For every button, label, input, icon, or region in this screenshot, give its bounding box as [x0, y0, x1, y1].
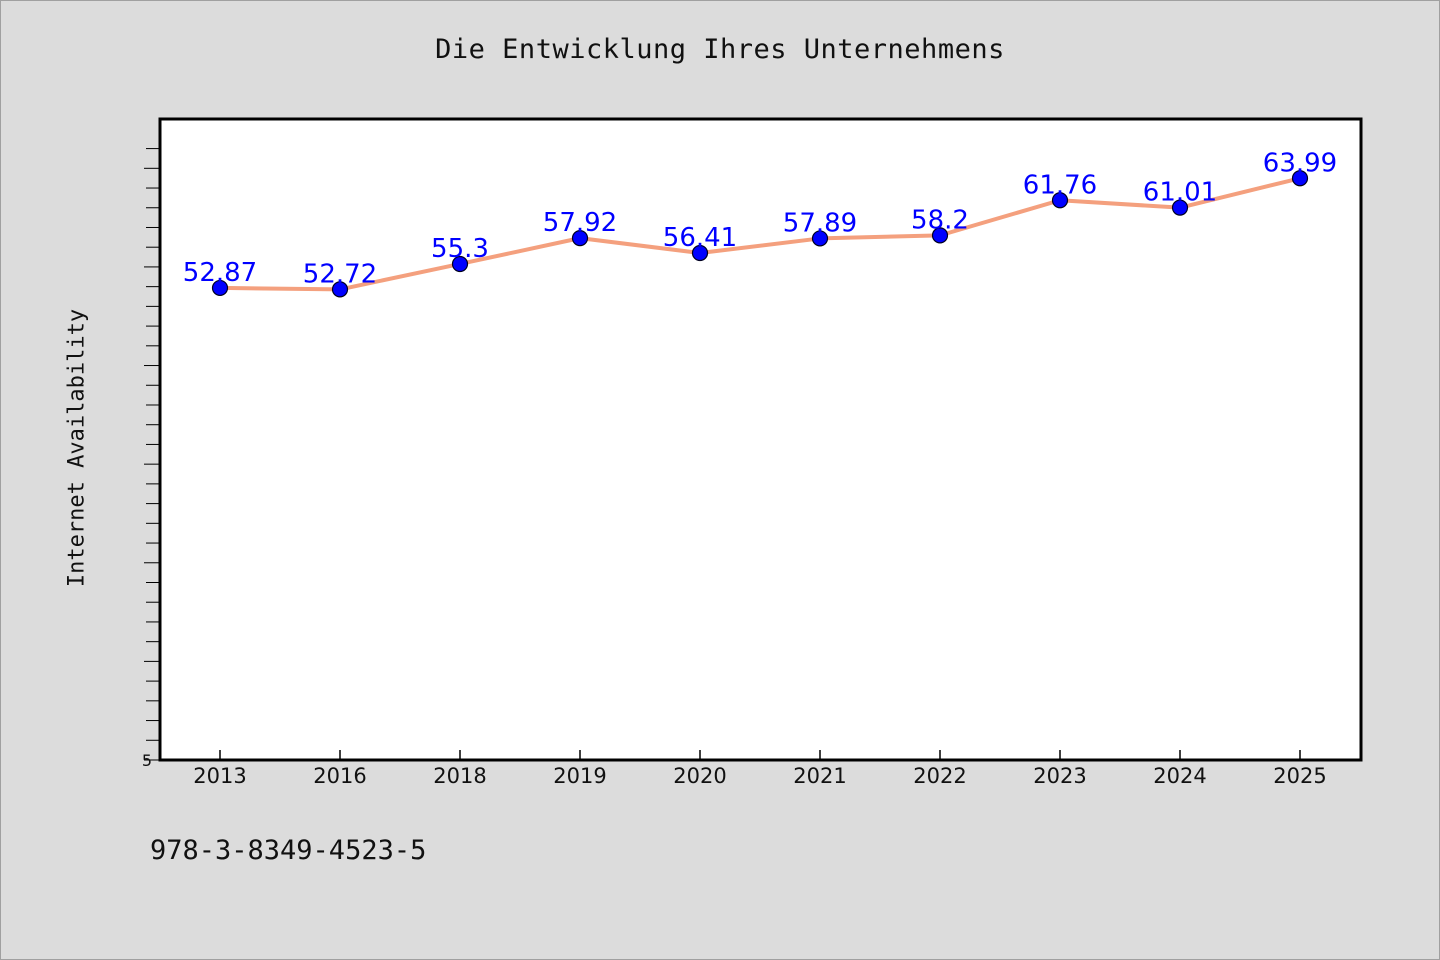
data-point — [211, 279, 229, 297]
data-labels: 52.87 52.72 55.3 57.92 56.41 57.89 58.2 61.76 61… — [183, 148, 1337, 289]
data-markers — [211, 170, 1309, 298]
x-tick-label: 2025 — [1273, 764, 1326, 788]
x-tick-label: 2021 — [793, 764, 846, 788]
footer-text: 978-3-8349-4523-5 — [150, 835, 427, 866]
data-point — [1051, 192, 1069, 209]
x-tick-label: 2013 — [193, 764, 246, 788]
data-label: 61.76 — [1023, 170, 1097, 200]
x-tick-label: 2020 — [673, 764, 726, 788]
data-label: 58.2 — [911, 205, 969, 235]
plot-area — [158, 117, 1363, 762]
data-point — [811, 230, 829, 247]
series-line — [218, 176, 1302, 292]
data-label: 61.01 — [1143, 178, 1217, 208]
data-point — [1291, 170, 1309, 187]
data-label: 55.3 — [431, 234, 489, 264]
x-tick-label: 2023 — [1033, 764, 1086, 788]
data-point — [331, 281, 349, 298]
x-axis-ticks: 2013 2016 2018 2019 2020 2021 2022 2023 2024 2025 — [193, 750, 1327, 788]
data-point — [571, 230, 589, 247]
series-line-group — [218, 176, 1302, 292]
data-label: 52.72 — [303, 259, 377, 289]
x-tick-label: 2018 — [433, 764, 486, 788]
data-label: 57.92 — [543, 208, 617, 238]
x-tick-label: 2019 — [553, 764, 606, 788]
data-label: 63.99 — [1263, 148, 1337, 178]
chart-title: Die Entwicklung Ihres Unternehmens — [435, 34, 1005, 65]
y-axis-ticks: 5 — [142, 148, 160, 770]
data-point — [451, 255, 469, 273]
data-label: 57.89 — [783, 208, 857, 238]
y-tick-label: 5 — [142, 751, 152, 770]
x-tick-label: 2022 — [913, 764, 966, 788]
data-point — [691, 244, 709, 262]
x-tick-label: 2016 — [313, 764, 366, 788]
data-label: 56.41 — [663, 223, 737, 253]
x-tick-label: 2024 — [1153, 764, 1206, 788]
data-point — [1171, 199, 1189, 216]
data-label: 52.87 — [183, 258, 257, 288]
data-point — [931, 227, 949, 244]
